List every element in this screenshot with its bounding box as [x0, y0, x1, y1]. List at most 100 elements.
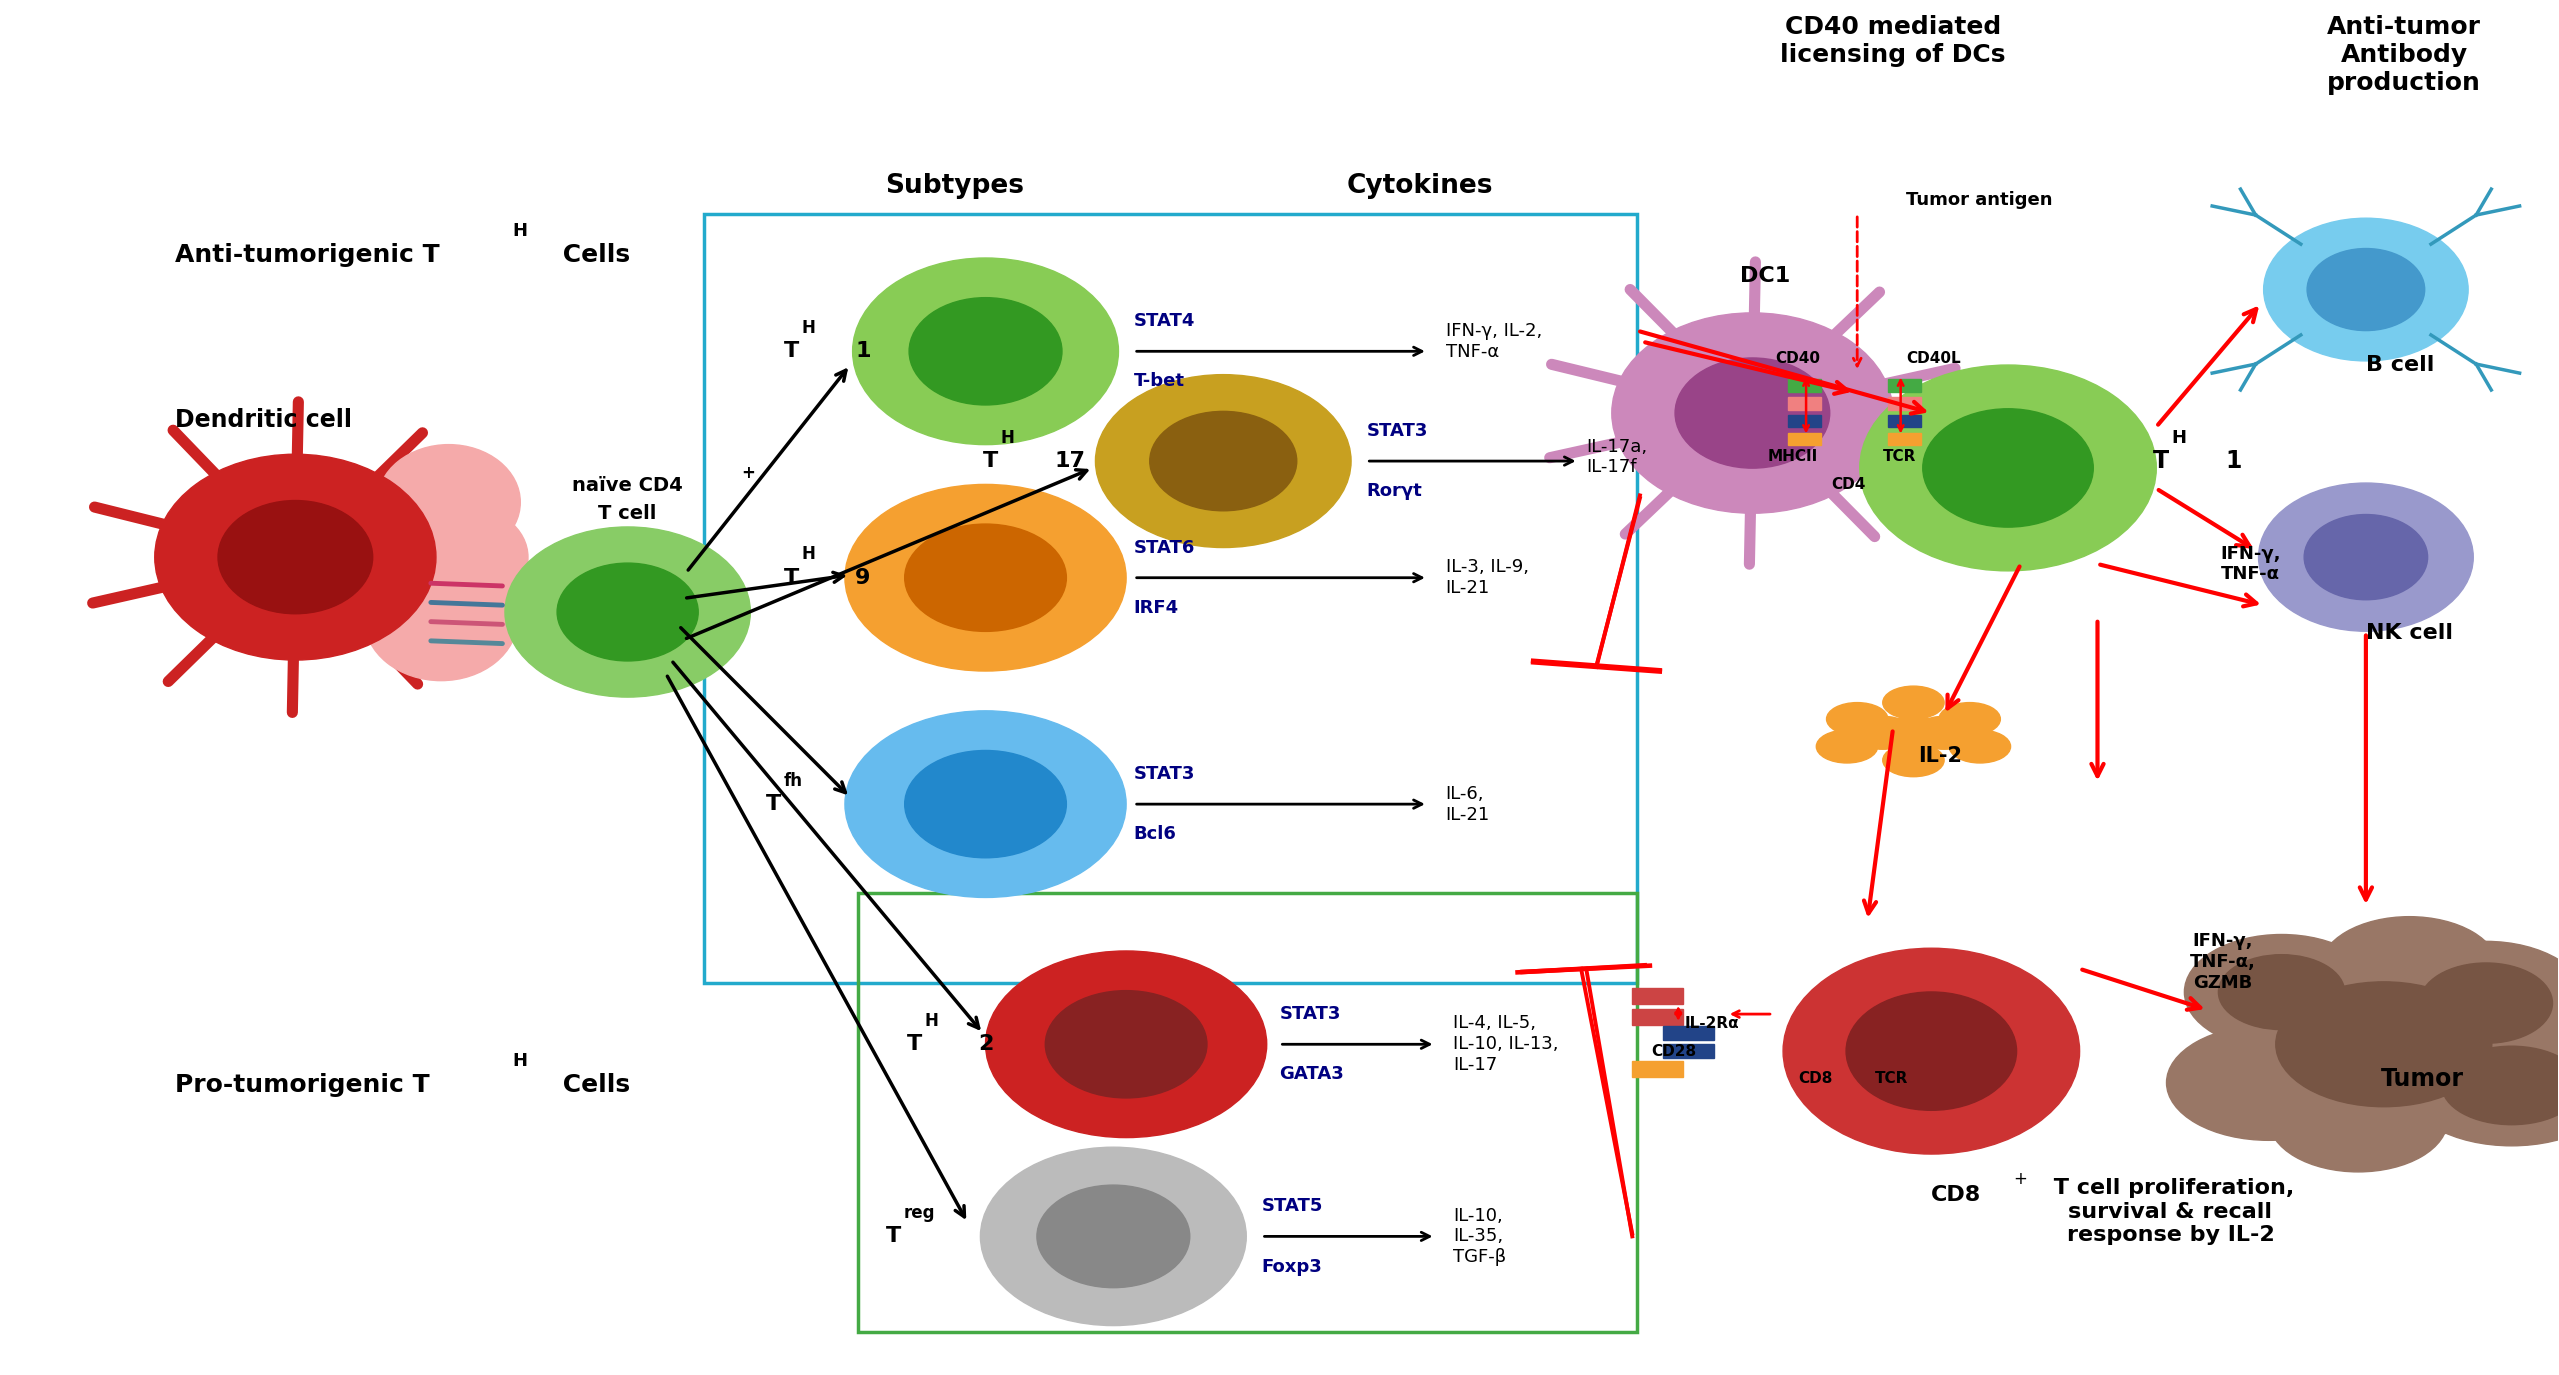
Circle shape	[1914, 716, 1976, 749]
Text: H: H	[924, 1012, 939, 1030]
Text: STAT5: STAT5	[1262, 1198, 1323, 1216]
Text: T: T	[885, 1226, 901, 1246]
Ellipse shape	[985, 951, 1267, 1137]
Text: STAT3: STAT3	[1367, 422, 1428, 440]
FancyBboxPatch shape	[1889, 415, 1922, 428]
Ellipse shape	[906, 751, 1067, 858]
Text: Rorγt: Rorγt	[1367, 483, 1423, 500]
Ellipse shape	[2185, 935, 2380, 1049]
Text: STAT6: STAT6	[1134, 539, 1195, 557]
FancyBboxPatch shape	[1633, 1062, 1684, 1077]
Text: H: H	[801, 319, 816, 337]
Ellipse shape	[218, 500, 374, 613]
Text: T-bet: T-bet	[1134, 373, 1185, 390]
Ellipse shape	[1044, 990, 1208, 1097]
Circle shape	[1827, 703, 1889, 736]
Text: 17: 17	[1054, 451, 1085, 472]
Ellipse shape	[154, 454, 435, 660]
FancyBboxPatch shape	[1633, 1009, 1684, 1026]
Text: 9: 9	[855, 568, 870, 587]
Text: T: T	[783, 341, 798, 362]
Text: IL-2Rα: IL-2Rα	[1684, 1016, 1740, 1031]
Ellipse shape	[1922, 408, 2093, 527]
Text: Tumor antigen: Tumor antigen	[1906, 191, 2052, 209]
FancyBboxPatch shape	[1789, 397, 1822, 410]
Text: H: H	[512, 221, 527, 239]
Circle shape	[1883, 744, 1945, 777]
Text: CD28: CD28	[1651, 1044, 1697, 1059]
Text: IRF4: IRF4	[1134, 600, 1180, 617]
Text: naïve CD4: naïve CD4	[573, 476, 683, 495]
Circle shape	[1883, 716, 1945, 749]
Ellipse shape	[908, 297, 1062, 406]
Circle shape	[1940, 703, 2001, 736]
FancyBboxPatch shape	[1789, 415, 1822, 428]
Text: T: T	[906, 1034, 921, 1055]
Ellipse shape	[1095, 374, 1351, 547]
Circle shape	[1883, 686, 1945, 719]
Text: DC1: DC1	[1740, 265, 1789, 286]
Text: Cytokines: Cytokines	[1346, 173, 1494, 199]
Text: T cell: T cell	[599, 503, 658, 522]
Text: B cell: B cell	[2367, 355, 2434, 375]
Text: Anti-tumorigenic T: Anti-tumorigenic T	[174, 243, 440, 267]
FancyBboxPatch shape	[1633, 989, 1684, 1005]
FancyBboxPatch shape	[1889, 433, 1922, 446]
Text: T: T	[765, 795, 780, 814]
Ellipse shape	[2270, 1067, 2449, 1172]
Text: H: H	[1001, 429, 1016, 447]
Text: Cells: Cells	[553, 243, 630, 267]
FancyBboxPatch shape	[1889, 378, 1922, 392]
Ellipse shape	[2219, 949, 2549, 1140]
Ellipse shape	[2265, 219, 2467, 360]
FancyBboxPatch shape	[1789, 378, 1822, 392]
Text: T: T	[2152, 450, 2170, 473]
Text: IL-3, IL-9,
IL-21: IL-3, IL-9, IL-21	[1446, 558, 1528, 597]
Text: TCR: TCR	[1883, 450, 1917, 465]
Ellipse shape	[2385, 942, 2559, 1064]
FancyBboxPatch shape	[1663, 1027, 1715, 1040]
Ellipse shape	[844, 484, 1126, 671]
Text: CD40: CD40	[1776, 351, 1819, 366]
Circle shape	[1853, 716, 1914, 749]
Text: TCR: TCR	[1876, 1071, 1909, 1086]
Text: IFN-γ,
TNF-α: IFN-γ, TNF-α	[2221, 544, 2280, 583]
Text: IFN-γ,
TNF-α,
GZMB: IFN-γ, TNF-α, GZMB	[2191, 932, 2254, 991]
Text: T cell proliferation,
survival & recall
response by IL-2: T cell proliferation, survival & recall …	[2047, 1178, 2295, 1244]
Text: IL-4, IL-5,
IL-10, IL-13,
IL-17: IL-4, IL-5, IL-10, IL-13, IL-17	[1454, 1015, 1558, 1074]
Ellipse shape	[2303, 514, 2428, 600]
Ellipse shape	[1860, 364, 2157, 571]
Text: MHCII: MHCII	[1768, 450, 1817, 465]
Ellipse shape	[504, 527, 750, 697]
Text: IL-6,
IL-21: IL-6, IL-21	[1446, 785, 1489, 824]
Ellipse shape	[844, 711, 1126, 898]
Text: CD40L: CD40L	[1906, 351, 1960, 366]
Text: Subtypes: Subtypes	[885, 173, 1024, 199]
Text: CD4: CD4	[1832, 477, 1866, 492]
Text: 2: 2	[978, 1034, 993, 1055]
Ellipse shape	[1845, 991, 2016, 1111]
Text: Anti-tumor
Antibody
production: Anti-tumor Antibody production	[2326, 15, 2482, 95]
Circle shape	[1950, 730, 2011, 763]
Ellipse shape	[376, 444, 519, 560]
Ellipse shape	[1036, 1185, 1190, 1287]
Text: +: +	[742, 463, 755, 481]
Ellipse shape	[1784, 949, 2080, 1154]
Ellipse shape	[558, 564, 699, 661]
FancyBboxPatch shape	[1663, 1044, 1715, 1057]
Text: IL-10,
IL-35,
TGF-β: IL-10, IL-35, TGF-β	[1454, 1207, 1507, 1266]
Ellipse shape	[394, 505, 527, 609]
Circle shape	[1817, 730, 1878, 763]
Text: CD8: CD8	[1799, 1071, 1832, 1086]
Ellipse shape	[2421, 962, 2551, 1044]
Text: IFN-γ, IL-2,
TNF-α: IFN-γ, IL-2, TNF-α	[1446, 322, 1543, 362]
Text: H: H	[801, 546, 816, 564]
Text: CD8: CD8	[1932, 1185, 1981, 1206]
Ellipse shape	[2260, 483, 2472, 631]
Text: IL-17a,
IL-17f: IL-17a, IL-17f	[1587, 437, 1648, 476]
Text: IL-2: IL-2	[1919, 747, 1963, 766]
Ellipse shape	[2321, 917, 2498, 1022]
Text: fh: fh	[783, 771, 804, 789]
Text: Cells: Cells	[553, 1074, 630, 1097]
Ellipse shape	[1149, 411, 1297, 510]
